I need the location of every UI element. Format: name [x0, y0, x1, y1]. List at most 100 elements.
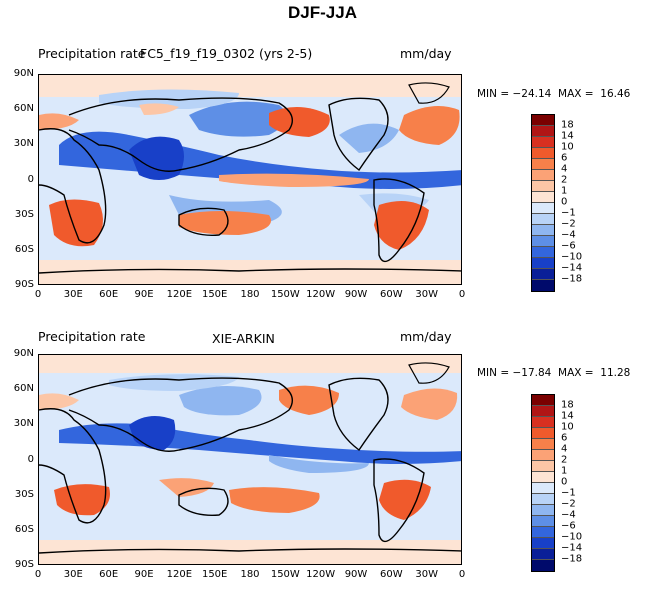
x-tick-label: 60W [380, 569, 403, 580]
colorbar-label: −2 [561, 498, 576, 510]
y-tick-label: 60S [14, 523, 34, 535]
colorbar-label: −10 [561, 531, 583, 543]
panel-center-label: XIE-ARKIN [212, 331, 275, 346]
colorbar-label: 0 [561, 476, 568, 488]
x-tick-label: 30W [415, 289, 438, 300]
panel-units: mm/day [400, 46, 452, 61]
colorbar-swatch [532, 269, 554, 280]
x-tick-label: 0 [34, 569, 42, 580]
precip-field [39, 75, 461, 284]
colorbar-label: 6 [561, 432, 568, 444]
minmax-readout: MIN = −24.14 MAX = 16.46 [477, 88, 631, 100]
colorbar-swatch [532, 538, 554, 549]
colorbar-label: 1 [561, 185, 568, 197]
x-tick-label: 180 [240, 289, 260, 300]
colorbar-label: −18 [561, 553, 583, 565]
colorbar-label: −10 [561, 251, 583, 263]
colorbar-swatch [532, 549, 554, 560]
colorbar-swatch [532, 560, 554, 571]
colorbar-swatch [532, 439, 554, 450]
y-tick-label: 90S [14, 559, 34, 570]
x-tick-label: 90W [344, 289, 368, 300]
y-tick-label: 90N [13, 68, 34, 79]
colorbar-label: −4 [561, 229, 576, 241]
x-tick-label: 60E [99, 289, 119, 300]
colorbar-swatch [532, 214, 554, 225]
colorbar-swatch [532, 247, 554, 258]
panel-obs: Precipitation rate XIE-ARKIN mm/day [0, 323, 645, 603]
colorbar-swatch [532, 395, 554, 406]
colorbar-label: 2 [561, 454, 568, 466]
y-tick-label: 0 [27, 453, 34, 465]
x-tick-label: 60W [380, 289, 403, 300]
colorbar-swatch [532, 115, 554, 126]
colorbar-label: −6 [561, 520, 576, 532]
y-tick-label: 30S [14, 488, 34, 500]
y-tick-label: 60N [13, 383, 34, 395]
panel-left-label: Precipitation rate [38, 46, 146, 61]
x-tick-label: 90W [344, 569, 368, 580]
colorbar-label: 10 [561, 141, 574, 153]
x-tick-label: 150E [201, 569, 228, 580]
x-tick-label: 60E [99, 569, 119, 580]
colorbar-label: 2 [561, 174, 568, 186]
x-tick-label: 120W [306, 289, 336, 300]
colorbar [531, 394, 555, 572]
colorbar-swatch [532, 258, 554, 269]
colorbar-label: −18 [561, 273, 583, 285]
y-tick-label: 60S [14, 243, 34, 255]
colorbar-swatch [532, 450, 554, 461]
colorbar-label: 1 [561, 465, 568, 477]
panel-model: Precipitation rate FC5_f19_f19_0302 (yrs… [0, 44, 645, 324]
precip-map [38, 74, 462, 285]
x-tick-label: 30W [415, 569, 438, 580]
colorbar-swatch [532, 280, 554, 291]
x-tick-label: 0 [458, 289, 466, 300]
figure-title: DJF-JJA [288, 3, 357, 22]
x-tick-label: 0 [458, 569, 466, 580]
y-tick-label: 90N [13, 348, 34, 359]
colorbar-swatch [532, 472, 554, 483]
y-tick-label: 30N [13, 418, 34, 430]
colorbar-swatch [532, 494, 554, 505]
colorbar-swatch [532, 505, 554, 516]
colorbar-swatch [532, 126, 554, 137]
colorbar-label: 18 [561, 119, 574, 131]
colorbar-swatch [532, 406, 554, 417]
colorbar-label: 4 [561, 443, 568, 455]
colorbar-label: 0 [561, 196, 568, 208]
colorbar-label: 14 [561, 130, 574, 142]
colorbar-swatch [532, 203, 554, 214]
minmax-readout: MIN = −17.84 MAX = 11.28 [477, 367, 631, 379]
x-tick-label: 0 [34, 289, 42, 300]
colorbar-label: −14 [561, 262, 583, 274]
panel-left-label: Precipitation rate [38, 329, 146, 344]
x-tick-label: 120E [166, 289, 193, 300]
colorbar-label: −4 [561, 509, 576, 521]
panel-center-label: FC5_f19_f19_0302 (yrs 2-5) [140, 46, 313, 61]
colorbar-swatch [532, 170, 554, 181]
colorbar-swatch [532, 483, 554, 494]
x-tick-label: 90E [134, 289, 154, 300]
y-tick-label: 30S [14, 208, 34, 220]
colorbar-label: −6 [561, 240, 576, 252]
x-tick-label: 30E [63, 289, 83, 300]
colorbar-swatch [532, 137, 554, 148]
y-tick-label: 60N [13, 103, 34, 115]
colorbar-swatch [532, 461, 554, 472]
x-tick-label: 120W [306, 569, 336, 580]
panel-units: mm/day [400, 329, 452, 344]
y-tick-label: 90S [14, 279, 34, 290]
colorbar-swatch [532, 516, 554, 527]
colorbar-label: 10 [561, 421, 574, 433]
colorbar-swatch [532, 527, 554, 538]
colorbar-swatch [532, 428, 554, 439]
colorbar-label: −1 [561, 487, 576, 499]
colorbar-swatch [532, 225, 554, 236]
colorbar [531, 114, 555, 292]
colorbar-label: 14 [561, 410, 574, 422]
x-tick-label: 90E [134, 569, 154, 580]
colorbar-label: 4 [561, 163, 568, 175]
colorbar-label: 18 [561, 399, 574, 411]
x-tick-label: 120E [166, 569, 193, 580]
